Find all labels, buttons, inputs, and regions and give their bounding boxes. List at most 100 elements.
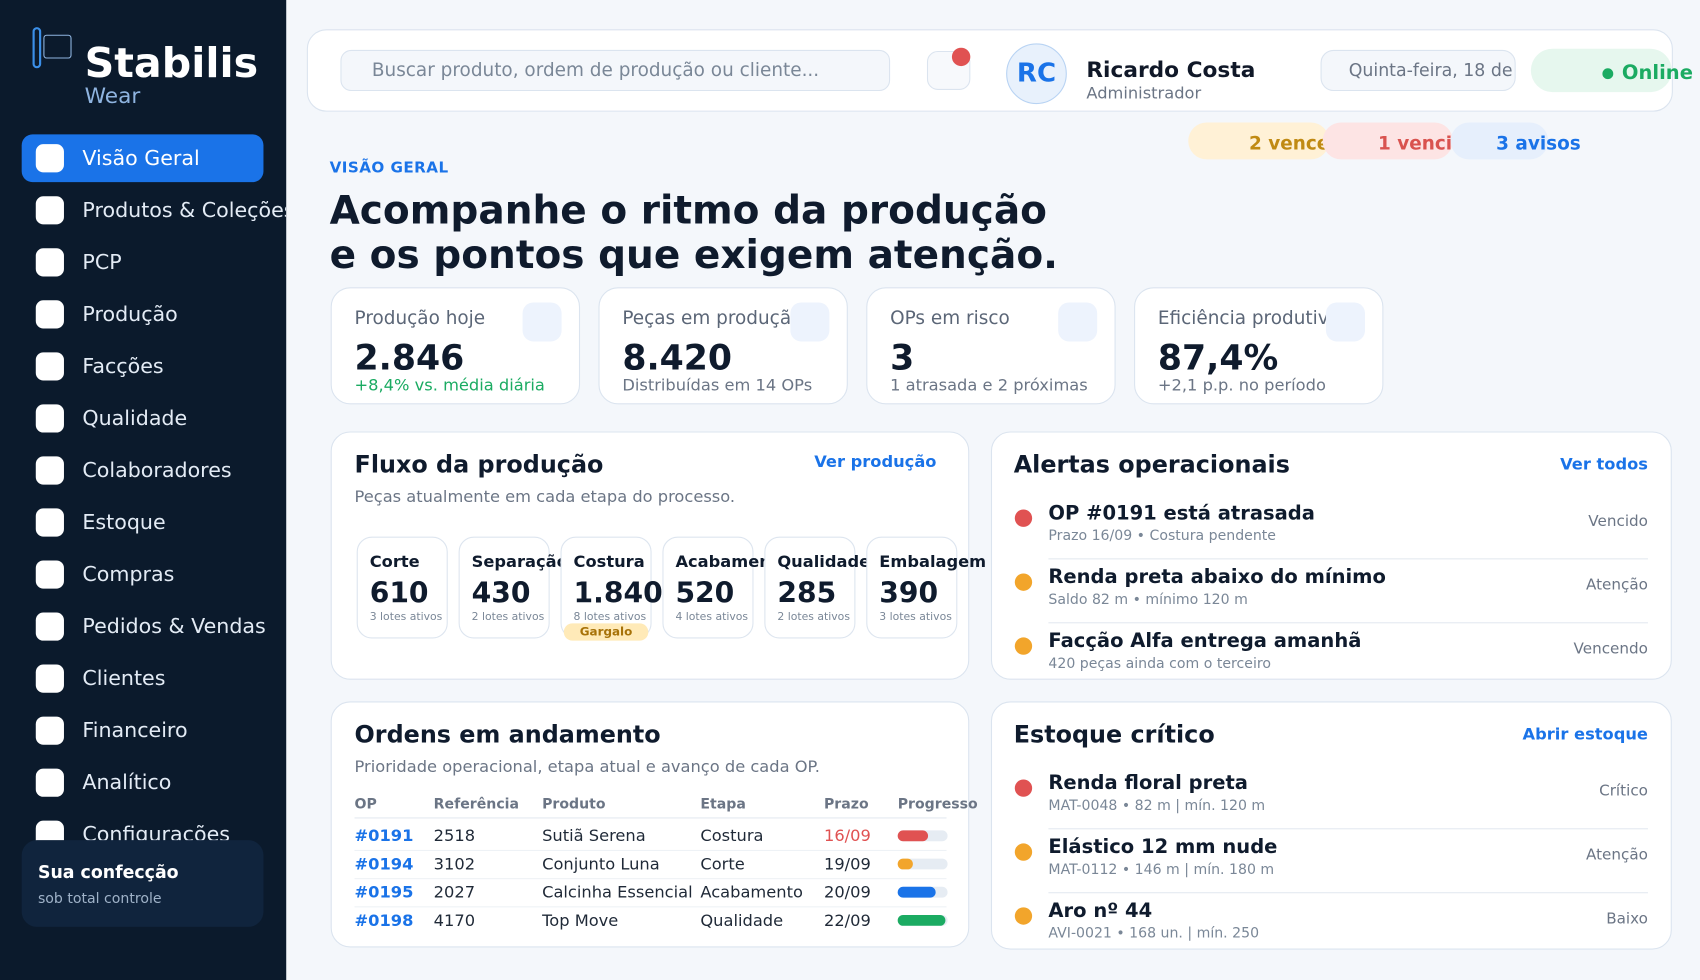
separator [1048, 558, 1648, 560]
stage-name: Embalagem [879, 551, 987, 572]
kpi-note: 1 atrasada e 2 próximas [890, 375, 1088, 395]
item-title: Elástico 12 mm nude [1048, 835, 1278, 859]
item-title: Renda floral preta [1048, 771, 1248, 795]
nav-item[interactable]: Financeiro [22, 707, 264, 755]
stage-card: Embalagem 390 3 lotes ativos [866, 536, 986, 639]
nav-item[interactable]: Facções [22, 343, 264, 391]
card-link[interactable]: Abrir estoque [1522, 724, 1648, 744]
search-input[interactable]: Buscar produto, ordem de produção ou cli… [340, 49, 891, 92]
nav: Visão Geral Produtos & Coleções PCP Produçã… [0, 0, 286, 846]
nav-label: Visão Geral [82, 146, 200, 171]
nav-item[interactable]: PCP [22, 238, 264, 286]
item-title: OP #0191 está atrasada [1048, 501, 1315, 525]
nav-item[interactable]: Visão Geral [21, 134, 264, 183]
stage-note: 3 lotes ativos [369, 611, 443, 624]
nav-item[interactable]: Colaboradores [22, 447, 264, 495]
kpi-note: +2,1 p.p. no período [1157, 375, 1326, 395]
nav-item[interactable]: Produtos & Coleções [22, 186, 286, 234]
status-text: Online [1621, 61, 1693, 85]
stage-value: 1.840 [573, 577, 663, 611]
user-role: Administrador [1086, 83, 1202, 103]
nav-label: Pedidos & Vendas [82, 614, 266, 639]
item-detail: Prazo 16/09 • Costura pendente [1048, 527, 1276, 545]
separator [1048, 622, 1648, 624]
kpi-card: Produção hoje 2.846 +8,4% vs. média diária [330, 287, 581, 405]
table-cell[interactable]: #0194 [354, 854, 414, 874]
nav-item[interactable]: Clientes [22, 655, 264, 703]
status-dot [1014, 637, 1033, 655]
nav-label: Compras [82, 562, 175, 587]
nav-icon [35, 664, 64, 693]
nav-icon [35, 196, 64, 225]
stage-value: 430 [471, 577, 531, 611]
stage-value: 285 [777, 577, 837, 611]
hero-title: e os pontos que exigem atenção. [329, 233, 1058, 278]
status-dot [1014, 843, 1033, 861]
nav-item[interactable]: Estoque [22, 499, 264, 547]
item-detail: Saldo 82 m • mínimo 120 m [1048, 591, 1248, 609]
bottleneck-badge: Gargalo [563, 623, 649, 641]
avatar: RC [1006, 43, 1067, 105]
kpi-icon [522, 302, 562, 342]
notification-dot [951, 47, 971, 67]
kpi-value: 2.846 [354, 337, 465, 379]
progress-fill [897, 886, 936, 898]
nav-item[interactable]: Compras [22, 551, 264, 599]
nav-item[interactable]: Produção [22, 291, 264, 339]
separator [354, 817, 947, 819]
kpi-note: +8,4% vs. média diária [354, 375, 545, 395]
card-link[interactable]: Ver todos [1560, 454, 1648, 474]
hero-title: Acompanhe o ritmo da produção [329, 188, 1047, 234]
nav-icon [35, 144, 64, 173]
nav-label: Produtos & Coleções [82, 198, 287, 223]
table-header: Etapa [700, 796, 746, 814]
item-title: Renda preta abaixo do mínimo [1048, 565, 1386, 589]
nav-item[interactable]: Analítico [22, 759, 264, 807]
nav-label: Qualidade [82, 406, 188, 431]
table-cell[interactable]: #0191 [354, 826, 414, 846]
table-header: Progresso [897, 796, 978, 814]
item-status: Vencendo [1573, 640, 1648, 659]
nav-label: Financeiro [82, 718, 188, 743]
nav-icon [35, 352, 64, 381]
item-status: Crítico [1599, 782, 1648, 801]
kpi-card: Peças em produção 8.420 Distribuídas em 14… [598, 287, 848, 405]
nav-label: Produção [82, 302, 178, 327]
table-header: OP [354, 796, 377, 814]
nav-label: Analítico [82, 770, 172, 795]
separator [354, 849, 947, 851]
nav-item[interactable]: Qualidade [22, 395, 264, 443]
table-cell: Calcinha Essencial [542, 882, 693, 902]
nav-label: Clientes [82, 666, 166, 691]
stage-note: 2 lotes ativos [471, 611, 545, 624]
card-title: Estoque crítico [1013, 721, 1215, 750]
status-dot [1014, 573, 1033, 591]
table-cell: 22/09 [823, 910, 871, 931]
separator [1048, 892, 1648, 894]
stage-value: 610 [369, 577, 429, 611]
card-title: Alertas operacionais [1013, 452, 1290, 480]
progress-fill [897, 914, 946, 926]
eyebrow: VISÃO GERAL [329, 159, 449, 177]
stage-note: 2 lotes ativos [777, 611, 850, 624]
card-link[interactable]: Ver produção [814, 452, 937, 472]
table-cell[interactable]: #0195 [354, 882, 414, 902]
nav-item[interactable]: Configurações [22, 811, 264, 846]
progress-fill [897, 830, 928, 842]
separator [354, 906, 947, 908]
table-cell[interactable]: #0198 [354, 910, 414, 931]
nav-item[interactable]: Pedidos & Vendas [22, 603, 266, 651]
stage-card: Qualidade 285 2 lotes ativos [764, 536, 870, 639]
kpi-label: Peças em produção [622, 307, 791, 330]
stage-card: Acabamento 520 4 lotes ativos [662, 536, 790, 639]
kpi-card: OPs em risco 3 1 atrasada e 2 próximas [866, 287, 1116, 405]
kpi-icon [1058, 302, 1098, 342]
stock-card: Estoque crítico Abrir estoque Renda floral… [990, 701, 1672, 950]
kpi-note: Distribuídas em 14 OPs [622, 375, 813, 395]
item-detail: MAT-0112 • 146 m | mín. 180 m [1048, 861, 1275, 879]
status-pill [1530, 48, 1672, 93]
item-detail: 420 peças ainda com o terceiro [1048, 655, 1271, 673]
table-cell: 2518 [433, 826, 476, 846]
table-cell: Sutiã Serena [542, 826, 646, 846]
